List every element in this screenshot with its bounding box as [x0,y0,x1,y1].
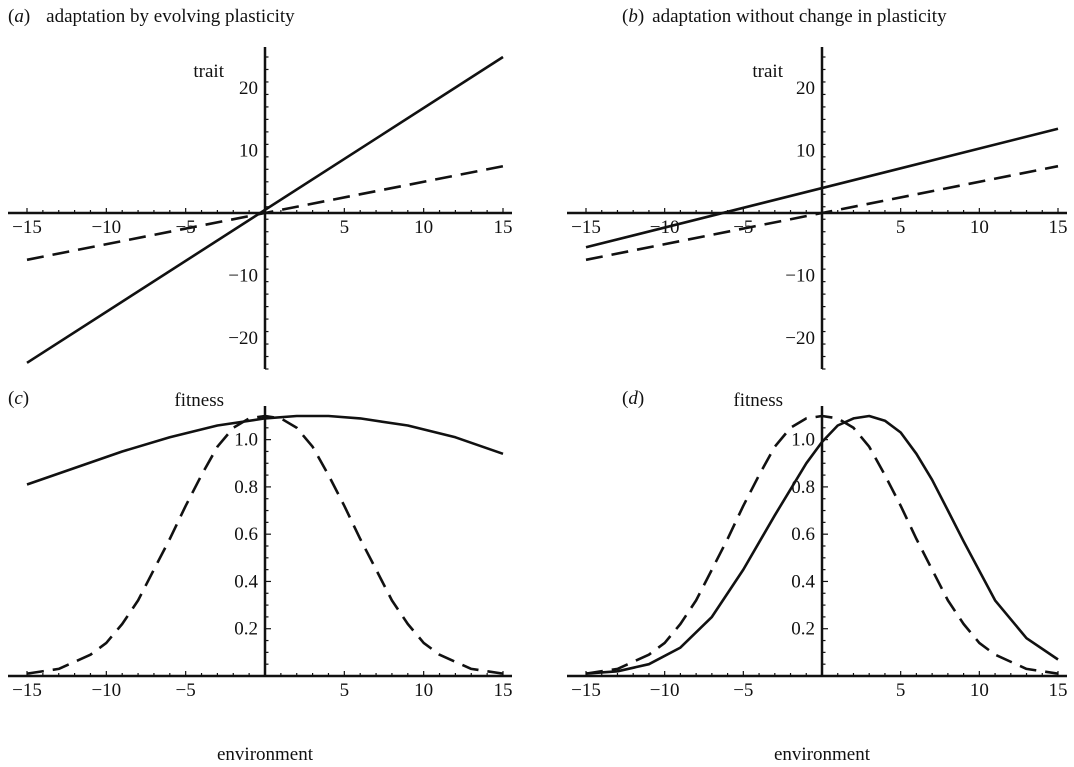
panel-b-title: adaptation without change in plasticity [652,6,947,27]
x-tick-label: 5 [340,680,350,701]
series-line-dashed-d [585,414,1059,675]
y-axis-title: trait [752,61,783,82]
panel-a-letter: (a) [8,6,31,27]
y-tick-label: 10 [239,141,258,162]
panel-c-header: (c) [8,388,29,410]
x-tick-label: 5 [896,217,906,238]
y-tick-label: 1.0 [791,430,815,451]
x-tick-label: 10 [970,680,989,701]
panel-d-letter: (d) [622,388,645,409]
x-tick-label: −15 [12,217,42,238]
x-tick-label: −15 [571,680,601,701]
y-tick-label: 0.6 [791,524,815,545]
panel-d-header: (d) [622,388,644,410]
x-tick-label: 15 [494,680,513,701]
y-tick-label: −10 [785,265,815,286]
panel-c-letter: (c) [8,388,30,409]
y-axis-title: fitness [174,390,224,411]
x-tick-label: −15 [571,217,601,238]
y-tick-label: 0.2 [234,619,258,640]
series-line-dashed-a [26,164,504,262]
y-axis-title: trait [193,61,224,82]
series-line-solid-a [26,55,504,364]
chart-panel-d: −15 −10 −5 5 10 15 0.2 0.4 0.6 0.8 1.0 fitness envir… [567,390,1068,765]
x-tick-label: 5 [896,680,906,701]
panel-a-header: (a) adaptation by evolving plasticity [8,6,295,28]
x-tick-label: −5 [733,680,753,701]
y-tick-label: 20 [796,78,815,99]
y-tick-label: 20 [239,78,258,99]
y-tick-label: −10 [228,265,258,286]
y-tick-label: 1.0 [234,430,258,451]
y-tick-label: 0.2 [791,619,815,640]
y-tick-label: −20 [785,328,815,349]
y-tick-label: 0.4 [234,571,258,592]
panel-b-letter: (b) [622,6,645,27]
x-tick-label: −15 [12,680,42,701]
y-axis-title: fitness [733,390,783,411]
series-line-dashed-b [585,164,1059,262]
x-tick-label: −5 [176,680,196,701]
panel-a-title: adaptation by evolving plasticity [46,6,295,27]
y-tick-label: 0.8 [791,477,815,498]
x-tick-label: 10 [414,680,433,701]
x-tick-label: 5 [340,217,350,238]
panel-b-header: (b) adaptation without change in plastici… [622,6,947,28]
y-tick-label: 0.8 [234,477,258,498]
x-tick-label: 15 [1049,680,1068,701]
x-axis-title: environment [774,744,871,765]
x-tick-label: −10 [91,680,121,701]
series-line-dashed-c [26,414,504,675]
y-tick-label: 0.6 [234,524,258,545]
x-tick-label: −10 [650,680,680,701]
y-tick-label: 10 [796,141,815,162]
series-line-solid-d [585,414,1059,675]
series-line-solid-c [26,414,504,486]
x-axis-title: environment [217,744,314,765]
x-tick-label: 15 [494,217,513,238]
y-tick-label: −20 [228,328,258,349]
y-tick-label: 0.4 [791,571,815,592]
x-tick-label: 15 [1049,217,1068,238]
x-tick-label: 10 [414,217,433,238]
x-tick-label: 10 [970,217,989,238]
series-line-solid-b [585,127,1059,249]
x-tick-label: −10 [91,217,121,238]
chart-panel-c: −15 −10 −5 5 10 15 0.2 0.4 0.6 0.8 1.0 fitness envir… [8,390,513,765]
